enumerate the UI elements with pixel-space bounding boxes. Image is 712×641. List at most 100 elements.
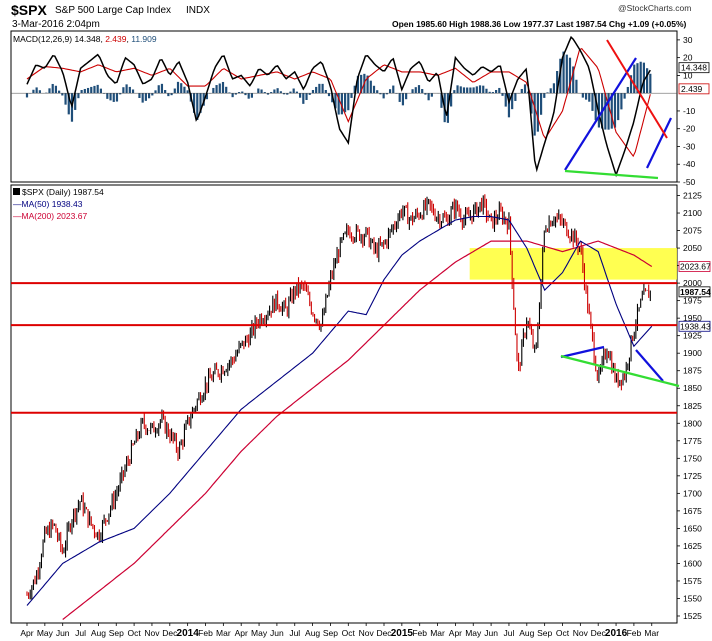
quote-line: Open 1985.60 High 1988.36 Low 1977.37 La… [392,19,687,29]
annotation-layer [560,39,680,388]
price-y-tick-label: 1675 [683,506,702,516]
price-y-tick-label: 1900 [683,348,702,358]
x-tick-label: Dec [591,628,607,638]
x-tick-label: Oct [556,628,570,638]
macd-legend: MACD(12,26,9) 14.348, 2.439, 11.909 [13,34,157,44]
macd-y-tick-label: 30 [683,35,693,45]
macd-y-tick-label: -10 [683,106,696,116]
price-y-tick-label: 1850 [683,383,702,393]
x-tick-label: Feb [198,628,213,638]
price-y-tick-label: 1625 [683,541,702,551]
price-y-tick-label: 1700 [683,488,702,498]
x-tick-label: Mar [216,628,231,638]
price-value-badge-label: 1938.43 [680,321,711,331]
macd-trendline-down [606,39,668,139]
x-tick-label: 2015 [391,628,414,639]
x-tick-label: Nov [573,628,589,638]
x-tick-label: Jun [270,628,284,638]
price-y-tick-label: 1975 [683,296,702,306]
macd-panel-frame [10,30,678,183]
price-y-tick-label: 2125 [683,191,702,201]
x-tick-label: Apr [449,628,462,638]
macd-layer [11,35,677,178]
x-tick-label: Aug [519,628,534,638]
quote-date: 3-Mar-2016 2:04pm [12,19,100,30]
x-tick-label: Mar [644,628,659,638]
price-panel-frame [10,184,678,624]
macd-legend-label: MACD(12,26,9) [13,34,73,44]
axis-layer: 30 20 10 -10 -20 -30 -40 -50 2125 2100 2075 2050 202… [20,35,711,639]
price-y-tick-label: 1750 [683,453,702,463]
macd-legend-macd: 14.348 [74,34,101,44]
price-legend-ma200: —MA(200) 2023.67 [13,211,88,221]
x-tick-label: Jun [484,628,498,638]
x-tick-label: Nov [144,628,160,638]
macd-y-tick-label: 20 [683,53,693,63]
macd-value-badge [678,83,710,95]
price-value-badge [678,261,711,272]
macd-y-tick-label: 10 [683,70,693,80]
macd-value-badge-label: 2.439 [681,84,703,94]
x-tick-label: Sep [537,628,552,638]
macd-trendline-up-2 [646,117,672,169]
macd-value-badge-label: 14.348 [681,63,707,73]
macd-y-tick-label: -20 [683,124,696,134]
price-y-tick-label: 1550 [683,593,702,603]
price-trendline-2 [635,349,664,382]
macd-legend-hist: 11.909 [131,34,157,44]
price-y-tick-label: 1800 [683,418,702,428]
price-y-tick-label: 2075 [683,226,702,236]
price-y-tick-label: 2100 [683,208,702,218]
x-tick-label: Sep [109,628,124,638]
price-y-tick-label: 1650 [683,523,702,533]
exchange: INDX [186,5,210,16]
ma50-line [26,215,653,606]
macd-y-tick-label: -40 [683,159,696,169]
price-y-tick-label: 1600 [683,558,702,568]
price-y-tick-label: 1725 [683,471,702,481]
x-tick-label: Dec [376,628,392,638]
x-tick-label: Feb [412,628,427,638]
price-y-tick-label: 2050 [683,243,702,253]
x-tick-label: Apr [235,628,248,638]
price-y-tick-label: 1575 [683,576,702,586]
symbol: $SPX [11,2,47,18]
x-tick-label: Jul [75,628,86,638]
macd-trendline-up [564,57,637,171]
macd-histogram [25,51,652,136]
price-y-tick-label: 1875 [683,366,702,376]
price-legend-ma50: —MA(50) 1938.43 [13,199,83,209]
x-tick-label: 2016 [605,628,628,639]
x-tick-label: Oct [127,628,141,638]
price-legend-text: $SPX (Daily) 1987.54 [22,187,104,197]
macd-value-badge [678,62,710,74]
x-tick-label: Feb [627,628,642,638]
price-y-tick-label: 1775 [683,436,702,446]
watermark: @StockCharts.com [618,3,692,13]
legend-swatch-price [13,188,20,195]
x-tick-label: May [465,628,482,638]
price-y-tick-label: 1825 [683,401,702,411]
x-tick-label: Oct [342,628,356,638]
price-y-tick-label: 1950 [683,313,702,323]
x-tick-label: Aug [91,628,106,638]
x-tick-label: Jun [56,628,70,638]
price-y-tick-label: 1525 [683,611,702,621]
price-trendline-1 [560,345,605,359]
price-value-badge-label: 2023.67 [680,262,711,272]
price-value-badge [678,286,711,298]
macd-divergence-line [564,169,659,180]
price-value-badge [678,320,711,332]
x-tick-label: Jul [504,628,515,638]
x-tick-label: Dec [162,628,178,638]
x-tick-label: Jul [289,628,300,638]
macd-legend-signal: 2.439 [105,34,127,44]
x-tick-label: May [251,628,268,638]
x-tick-label: May [37,628,54,638]
macd-y-tick-label: -30 [683,141,696,151]
x-tick-label: Aug [305,628,320,638]
price-value-badge-label: 1987.54 [680,287,711,297]
macd-y-tick-label: -50 [683,177,696,187]
